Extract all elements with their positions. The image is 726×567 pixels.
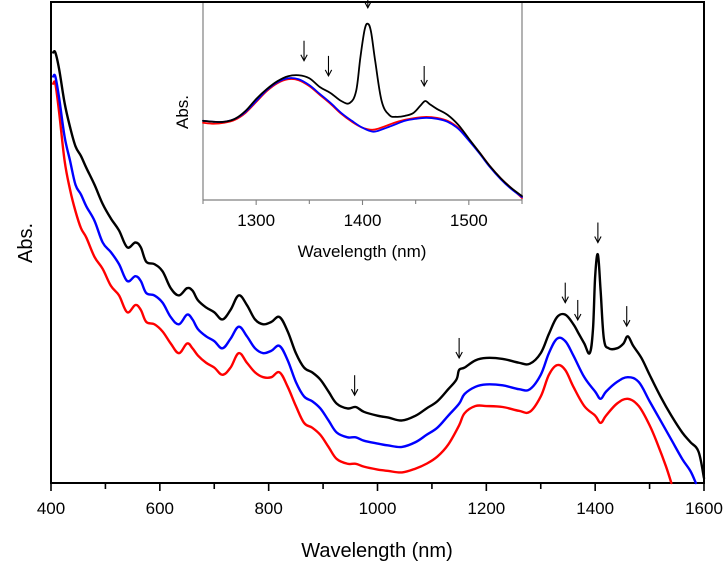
x-tick-label: 1300 — [237, 211, 275, 230]
annotation-arrow — [574, 299, 582, 322]
annotation-arrow — [350, 375, 359, 397]
inset-background — [203, 3, 522, 200]
x-tick-label: 800 — [254, 499, 282, 518]
x-tick-label: 1400 — [344, 211, 382, 230]
main-x-axis-title: Wavelength (nm) — [301, 540, 453, 562]
annotation-arrow — [324, 55, 333, 78]
inset-plot: 1300 1400 1500 Wavelength (nm) Abs. — [173, 0, 523, 261]
main-arrows — [350, 222, 631, 397]
annotation-arrow — [561, 282, 569, 304]
inset-series — [202, 22, 523, 199]
annotation-arrow — [455, 337, 463, 360]
inset-x-axis-title: Wavelength (nm) — [298, 242, 427, 261]
annotation-arrow — [623, 306, 631, 328]
main-x-ticks — [50, 483, 705, 491]
series-line-black — [51, 49, 706, 480]
annotation-arrow — [300, 40, 308, 62]
inset-arrows — [300, 0, 428, 88]
main-x-tick-labels: 400 600 800 1000 1200 1400 1600 — [37, 499, 723, 518]
x-tick-label: 1200 — [467, 499, 505, 518]
series-line-blue — [51, 73, 698, 485]
main-y-axis-title: Abs. — [15, 223, 37, 263]
x-tick-label: 1500 — [450, 211, 488, 230]
x-tick-label: 600 — [146, 499, 174, 518]
x-tick-label: 1600 — [685, 499, 723, 518]
main-plot: 400 600 800 1000 1200 1400 1600 Wavelength (nm… — [15, 1, 723, 562]
inset-y-axis-title: Abs. — [173, 95, 192, 129]
series-line-red — [51, 80, 673, 485]
series-line-black — [202, 22, 523, 197]
annotation-arrow — [364, 0, 372, 9]
x-tick-label: 400 — [37, 499, 65, 518]
inset-x-tick-labels: 1300 1400 1500 — [237, 211, 487, 230]
annotation-arrow — [594, 222, 602, 244]
main-series — [51, 49, 706, 485]
x-tick-label: 1400 — [576, 499, 614, 518]
x-tick-label: 1000 — [359, 499, 397, 518]
annotation-arrow — [420, 65, 428, 88]
series-line-blue — [202, 77, 523, 198]
inset-x-ticks — [202, 200, 523, 205]
